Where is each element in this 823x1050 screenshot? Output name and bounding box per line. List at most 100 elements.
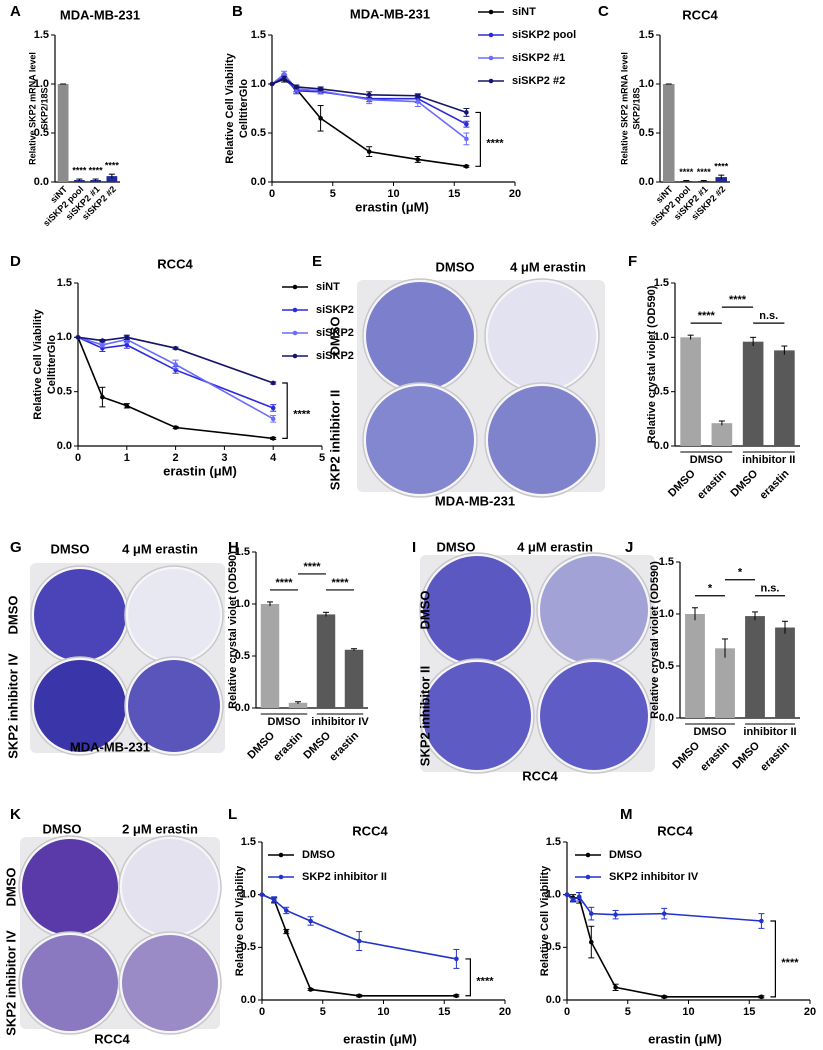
- point: [356, 938, 362, 944]
- y-tick-label: 1.0: [654, 331, 669, 343]
- x-tick-label: 0: [75, 452, 81, 464]
- point: [661, 911, 667, 916]
- panel-letter: M: [620, 806, 633, 823]
- group-label: inhibitor IV: [311, 716, 369, 728]
- significance-label: ****: [293, 409, 311, 421]
- y-tick-label: 0.0: [251, 176, 266, 188]
- well: [128, 660, 220, 752]
- bar: [775, 627, 795, 718]
- x-tick-label: erastin: [327, 729, 361, 763]
- significance-label: ****: [72, 165, 87, 175]
- x-tick-label: 15: [743, 1006, 755, 1018]
- significance-label: ****: [275, 577, 293, 589]
- point: [270, 436, 276, 441]
- well: [128, 569, 220, 661]
- legend-marker: [488, 55, 494, 61]
- legend-marker: [488, 78, 494, 84]
- point: [454, 956, 459, 962]
- point: [173, 345, 178, 351]
- x-tick-label: 0: [269, 188, 275, 200]
- well: [122, 935, 218, 1031]
- point: [124, 342, 130, 348]
- x-tick-label: DMSO: [666, 467, 698, 499]
- point: [454, 993, 459, 999]
- legend-label: SKP2 inhibitor II: [302, 871, 387, 883]
- y-tick-label: 1.0: [241, 889, 256, 901]
- column-label: DMSO: [437, 539, 476, 554]
- bar: [711, 423, 733, 446]
- point: [356, 993, 362, 999]
- significance-label: ****: [303, 561, 321, 573]
- bar: [715, 177, 728, 182]
- x-tick-label: erastin: [758, 739, 792, 773]
- y-tick-label: 1.0: [235, 598, 250, 610]
- chart-title: RCC4: [352, 823, 388, 838]
- panel-letter: B: [232, 3, 243, 20]
- x-tick-label: 2: [173, 452, 179, 464]
- panel-letter: J: [625, 539, 633, 556]
- column-label: 2 μM erastin: [122, 821, 198, 836]
- x-tick-label: erastin: [698, 739, 732, 773]
- y-axis-label: Relative SKP2 mRNA level: [619, 52, 629, 165]
- well: [423, 556, 531, 664]
- point: [759, 918, 764, 924]
- point: [259, 892, 265, 897]
- legend-label: DMSO: [609, 849, 642, 861]
- x-tick-label: 3: [221, 452, 227, 464]
- point: [173, 362, 178, 367]
- x-tick-label: 15: [448, 188, 460, 200]
- panel-letter: E: [312, 253, 322, 270]
- bar: [685, 614, 705, 718]
- panel-letter: A: [10, 3, 21, 20]
- bar: [662, 84, 675, 182]
- y-tick-label: 1.0: [659, 608, 674, 620]
- group-label: DMSO: [694, 726, 727, 738]
- legend-marker: [488, 9, 494, 15]
- point: [318, 86, 323, 92]
- point: [281, 71, 287, 77]
- significance-label: ****: [89, 165, 104, 175]
- point: [269, 81, 275, 87]
- y-tick-label: 1.5: [654, 277, 669, 289]
- x-axis-label: erastin (μM): [343, 1031, 417, 1046]
- y-tick-label: 0.0: [235, 702, 250, 714]
- bar: [344, 649, 364, 708]
- significance-label: ****: [714, 162, 729, 172]
- significance-bracket: [282, 382, 288, 439]
- y-axis-label: Relative crystal violet (OD590): [646, 285, 658, 443]
- x-tick-label: 10: [682, 1006, 694, 1018]
- y-axis-label: Relative crystal violet (OD590): [227, 551, 239, 709]
- series-line: [77, 337, 274, 440]
- x-tick-label: 5: [625, 1006, 631, 1018]
- x-tick-label: 5: [330, 188, 336, 200]
- x-tick-label: 20: [804, 1006, 816, 1018]
- y-axis-label: Relative Cell Viability: [539, 865, 551, 976]
- x-tick-label: 10: [387, 188, 399, 200]
- significance-bracket: [465, 958, 471, 997]
- x-tick-label: 20: [509, 188, 521, 200]
- y-tick-label: 1.5: [241, 836, 256, 848]
- well: [122, 839, 218, 935]
- point: [570, 897, 576, 903]
- significance-label: *: [708, 583, 713, 595]
- bar: [106, 176, 118, 182]
- bar: [57, 84, 69, 182]
- y-tick-label: 0.0: [659, 712, 674, 724]
- point: [464, 121, 469, 127]
- legend-marker: [278, 874, 284, 880]
- point: [366, 149, 372, 154]
- significance-bracket: [475, 111, 481, 167]
- significance-label: ****: [698, 310, 716, 322]
- significance-label: ****: [105, 161, 120, 171]
- point: [589, 939, 594, 945]
- point: [270, 405, 276, 411]
- legend-label: DMSO: [302, 849, 335, 861]
- y-axis-label: Relative Cell Viability: [224, 52, 236, 163]
- point: [564, 892, 570, 897]
- bar: [316, 614, 336, 708]
- point: [661, 994, 667, 1000]
- well: [423, 662, 531, 770]
- legend-marker: [585, 874, 591, 880]
- y-tick-label: 0.5: [654, 386, 669, 398]
